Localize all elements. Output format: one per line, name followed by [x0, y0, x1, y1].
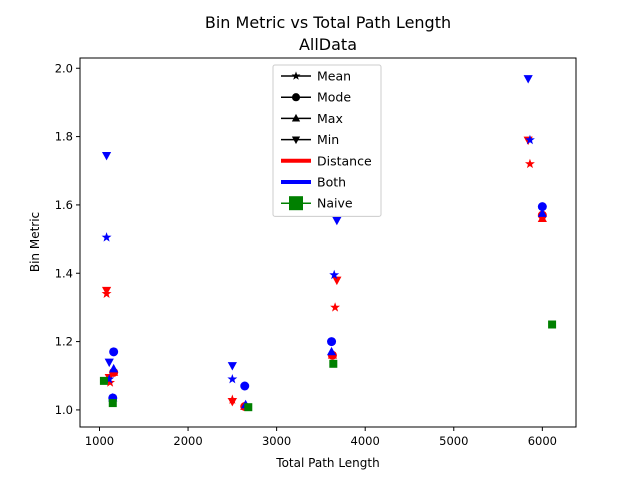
data-point-both-min: [332, 216, 342, 226]
legend: Mean Mode Max Min Distance Both Naive: [272, 64, 382, 217]
data-point-distance-mean: [525, 158, 535, 169]
data-point-both-min: [227, 362, 237, 371]
data-point-both-mode: [240, 381, 250, 391]
y-tick-label: 1.8: [55, 130, 73, 144]
x-tick-label: 2000: [173, 434, 202, 448]
data-point-both-mode: [327, 337, 337, 347]
legend-label-mode: Mode: [317, 90, 351, 105]
y-tick-label: 2.0: [55, 61, 73, 75]
data-point-both-min: [104, 358, 114, 368]
legend-marker-naive: [289, 196, 303, 211]
data-point-both-min: [523, 75, 533, 84]
chart-title: Bin Metric vs Total Path Length: [205, 13, 451, 32]
data-point-both-max: [109, 363, 119, 373]
x-axis-label: Total Path Length: [275, 456, 379, 470]
x-axis-ticks: 1000 2000 3000 4000 5000 6000: [85, 427, 557, 448]
data-point-both-mode: [537, 202, 547, 212]
data-point-naive-mean: [244, 403, 253, 412]
x-tick-label: 5000: [439, 434, 468, 448]
legend-marker-mode: [291, 93, 301, 102]
data-point-distance-min: [101, 286, 112, 296]
data-point-both-mean: [227, 373, 238, 384]
legend-box: [272, 64, 382, 217]
data-point-both-mean: [525, 134, 535, 145]
plot-frame: [79, 57, 577, 428]
legend-marker-mean: [291, 71, 301, 80]
y-tick-label: 1.6: [55, 198, 73, 212]
data-point-both-min: [101, 151, 112, 161]
legend-marker-min: [291, 136, 301, 145]
data-point-both-mean: [104, 373, 115, 384]
data-point-both-max: [326, 346, 337, 356]
data-point-naive-mean: [108, 399, 117, 408]
y-tick-label: 1.4: [55, 266, 73, 280]
legend-label-mean: Mean: [317, 69, 351, 84]
legend-label-naive: Naive: [317, 196, 353, 211]
data-point-both-mean: [329, 269, 340, 280]
data-point-both-mode: [109, 347, 119, 357]
y-axis-ticks: 1.0 1.2 1.4 1.6 1.8 2.0: [55, 61, 80, 417]
data-point-distance-mean: [105, 377, 116, 387]
data-point-naive-mean: [99, 376, 108, 385]
y-tick-label: 1.2: [55, 335, 73, 349]
legend-marker-max: [291, 113, 301, 122]
y-axis-label: Bin Metric: [28, 212, 42, 272]
y-tick-label: 1.0: [55, 403, 73, 417]
legend-label-both: Both: [317, 175, 346, 190]
data-point-distance-max: [537, 213, 547, 222]
legend-label-max: Max: [317, 111, 343, 126]
data-point-naive-mean: [548, 320, 557, 329]
data-point-naive-mean: [329, 359, 338, 368]
data-point-both-mean: [101, 232, 112, 242]
chart-subtitle: AllData: [299, 35, 357, 54]
data-point-both-max: [537, 208, 547, 217]
data-point-distance-min: [227, 397, 237, 407]
legend-label-distance: Distance: [317, 153, 372, 168]
x-tick-label: 6000: [528, 434, 557, 448]
x-tick-label: 3000: [262, 434, 291, 448]
legend-label-min: Min: [317, 132, 339, 147]
plot-marks: [99, 75, 557, 412]
data-point-distance-mean: [330, 302, 341, 312]
data-point-distance-min: [332, 276, 342, 286]
x-tick-label: 1000: [85, 434, 114, 448]
x-tick-label: 4000: [351, 434, 380, 448]
